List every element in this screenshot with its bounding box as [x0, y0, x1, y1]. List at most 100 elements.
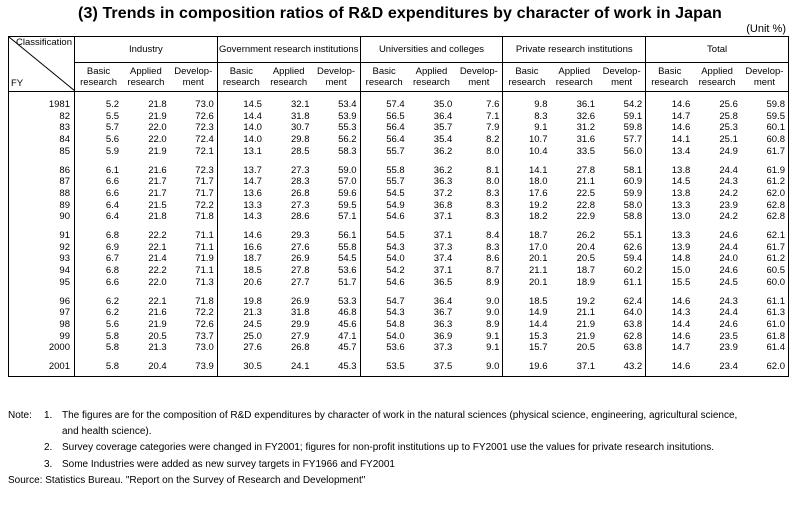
note-1-continued: and health science). — [62, 426, 152, 438]
value-cell: 61.2 — [740, 176, 789, 188]
value-cell: 5.8 — [105, 342, 120, 354]
value-cell: 9.0 — [455, 295, 504, 308]
fiscal-year-cell: 2001 — [8, 361, 75, 373]
fiscal-year-cell: 97 — [8, 307, 75, 319]
value-cell: 46.8 — [312, 307, 361, 319]
value-cell: 62.0 — [740, 187, 789, 200]
value-cell: 6.1 — [105, 164, 120, 176]
value-cell: 13.8 — [671, 187, 691, 199]
value-cell: 6.6 — [105, 276, 120, 288]
value-cell: 18.0 — [528, 176, 548, 188]
value-cell: 22.0 — [148, 276, 167, 288]
value-cell: 35.0 — [433, 99, 453, 110]
value-cell: 59.8 — [598, 122, 647, 135]
value-cell: 30.5 — [243, 361, 262, 373]
value-cell: 9.1 — [534, 122, 548, 134]
value-cell: 56.4 — [386, 134, 405, 146]
value-cell: 35.7 — [433, 122, 453, 134]
fiscal-year-cell: 86 — [8, 164, 75, 177]
value-cell: 60.5 — [740, 265, 789, 277]
value-cell: 20.4 — [148, 361, 167, 373]
value-cell: 61.0 — [740, 318, 789, 331]
note-text: The figures are for the composition of R… — [62, 410, 738, 421]
value-cell: 23.5 — [719, 330, 738, 342]
value-cell: 8.0 — [455, 176, 504, 188]
value-cell: 60.2 — [598, 265, 647, 277]
value-cell: 36.2 — [433, 164, 453, 176]
value-cell: 27.6 — [243, 342, 262, 354]
value-cell: 6.6 — [105, 176, 120, 188]
value-cell: 21.9 — [576, 318, 596, 330]
value-cell: 62.0 — [740, 361, 789, 373]
value-cell: 37.4 — [433, 253, 453, 265]
note-lead: Note: — [8, 410, 32, 421]
value-cell: 21.5 — [148, 199, 167, 211]
table-row: 98 5.6 21.9 72.6 24.5 29.9 45.6 54.8 36.3 8.9 14.4… — [8, 318, 789, 331]
value-cell: 26.9 — [290, 253, 310, 265]
value-cell: 19.2 — [576, 295, 596, 307]
value-cell: 20.6 — [243, 276, 262, 288]
value-cell: 5.9 — [105, 145, 120, 157]
value-cell: 59.9 — [598, 187, 647, 200]
value-cell: 37.3 — [433, 241, 453, 253]
value-cell: 14.4 — [671, 318, 691, 330]
value-cell: 31.8 — [290, 307, 310, 319]
value-cell: 6.4 — [105, 211, 120, 223]
value-cell: 36.2 — [433, 145, 453, 157]
table-row: 1981 5.2 21.8 73.0 14.5 32.1 53.4 57.4 35.0 7.6 9.… — [8, 99, 789, 111]
value-cell: 22.1 — [148, 241, 167, 253]
value-cell: 29.9 — [290, 318, 310, 330]
value-cell: 22.1 — [148, 295, 167, 307]
value-cell: 13.3 — [671, 230, 691, 242]
value-cell: 24.6 — [719, 318, 738, 330]
value-cell: 53.5 — [386, 361, 405, 373]
value-cell: 55.1 — [598, 230, 647, 242]
value-cell: 29.8 — [290, 134, 310, 146]
value-cell: 63.8 — [598, 342, 647, 355]
table-row: 95 6.6 22.0 71.3 20.6 27.7 51.7 54.6 36.5 8.9 20.1… — [8, 276, 789, 289]
value-cell: 9.0 — [455, 361, 504, 373]
value-cell: 21.3 — [243, 307, 262, 319]
value-cell: 22.9 — [576, 211, 596, 223]
table-row: 97 6.2 21.6 72.2 21.3 31.8 46.8 54.3 36.7 9.0 14.9… — [8, 307, 789, 319]
value-cell: 62.8 — [598, 330, 647, 343]
value-cell: 72.3 — [169, 164, 218, 177]
value-cell: 5.8 — [105, 361, 120, 373]
value-cell: 6.9 — [105, 241, 120, 253]
fiscal-year-cell: 85 — [8, 145, 75, 158]
value-cell: 14.3 — [671, 307, 691, 319]
table-row: 88 6.6 21.7 71.7 13.6 26.8 59.6 54.5 37.2 8.3 17.6… — [8, 187, 789, 200]
fiscal-year-cell: 83 — [8, 122, 75, 135]
value-cell: 32.6 — [576, 110, 596, 122]
value-cell: 24.4 — [719, 307, 738, 319]
value-cell: 9.1 — [455, 342, 504, 355]
value-cell: 8.3 — [534, 110, 548, 122]
value-cell: 13.0 — [671, 211, 691, 223]
value-cell: 31.6 — [576, 134, 596, 146]
value-cell: 9.8 — [534, 99, 548, 110]
value-cell: 54.2 — [386, 265, 405, 277]
value-cell: 6.7 — [105, 253, 120, 265]
group-header-total: Total — [645, 36, 789, 63]
fy-label: FY — [11, 78, 24, 89]
value-cell: 73.9 — [169, 361, 218, 373]
value-cell: 21.1 — [528, 265, 548, 277]
value-cell: 21.9 — [148, 318, 167, 330]
value-cell: 27.6 — [290, 241, 310, 253]
value-cell: 71.8 — [169, 211, 218, 224]
note-3: 3. Some Industries were added as new sur… — [8, 457, 796, 473]
development-header: Develop-ment — [740, 62, 789, 92]
value-cell: 24.3 — [719, 176, 738, 188]
note-2: 2. Survey coverage categories were chang… — [8, 440, 796, 456]
value-cell: 13.7 — [243, 164, 262, 176]
value-cell: 29.3 — [290, 230, 310, 242]
value-cell: 14.3 — [243, 211, 262, 223]
value-cell: 8.6 — [455, 253, 504, 266]
table-row: 92 6.9 22.1 71.1 16.6 27.6 55.8 54.3 37.3 8.3 17.0… — [8, 241, 789, 254]
value-cell: 36.7 — [433, 307, 453, 319]
value-cell: 8.9 — [455, 318, 504, 331]
value-cell: 53.6 — [312, 265, 361, 277]
value-cell: 59.1 — [598, 110, 647, 123]
value-cell: 20.5 — [576, 253, 596, 265]
value-cell: 54.5 — [386, 187, 405, 199]
